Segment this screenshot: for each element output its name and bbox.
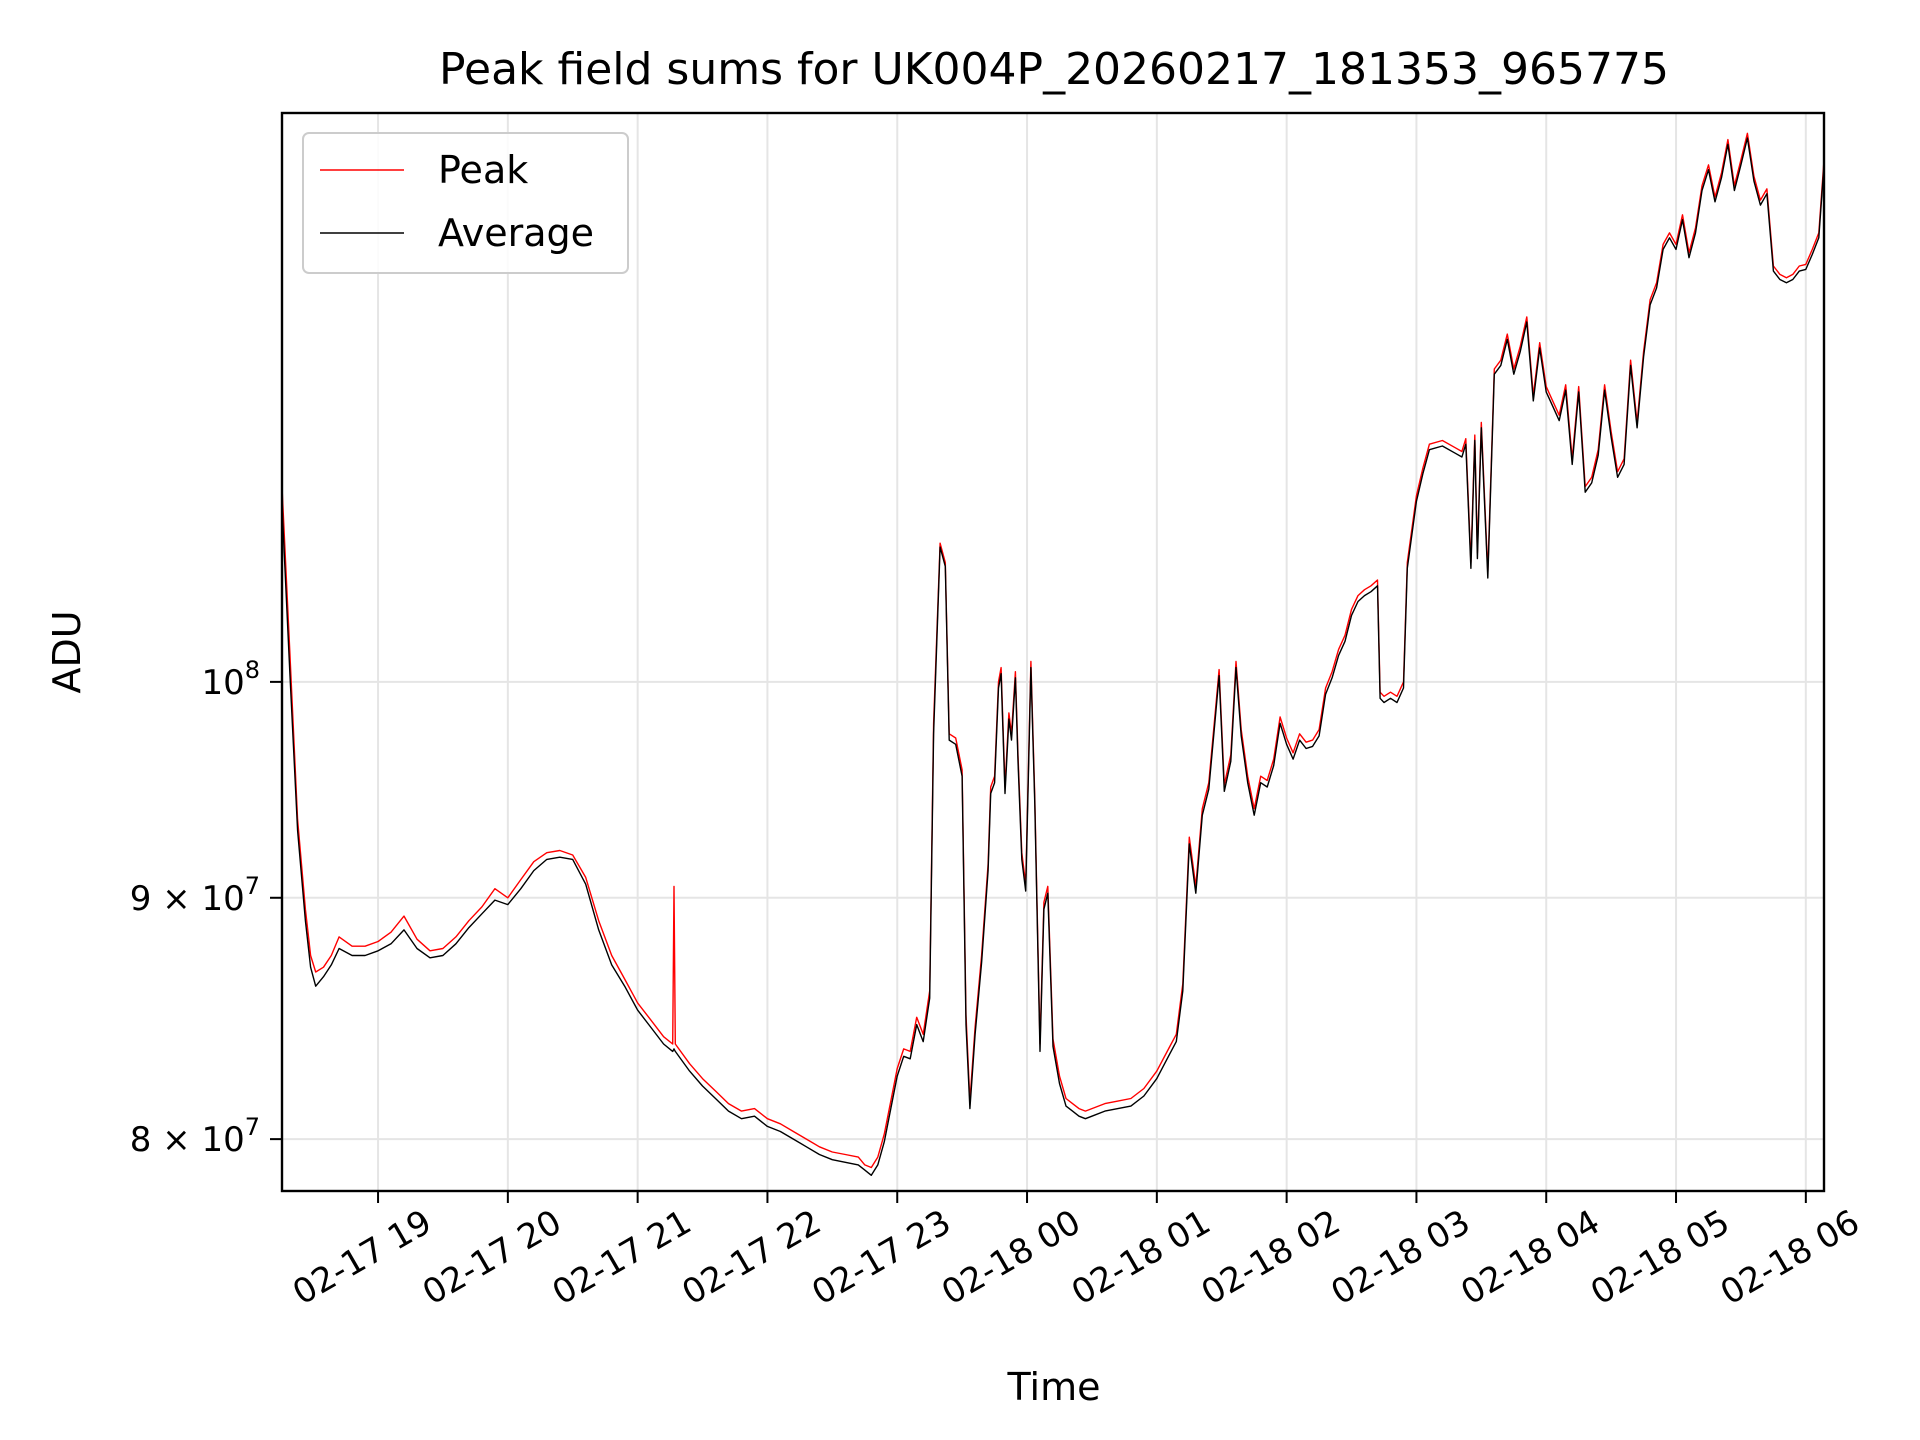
y-tick-exponent: 8 (245, 656, 260, 684)
series-group (281, 132, 1825, 1177)
y-tick-base: 10 (201, 663, 244, 703)
y-axis-label: ADU (45, 610, 89, 693)
x-axis-label: Time (1007, 1365, 1101, 1409)
legend-box (302, 132, 629, 274)
y-tick-label: 9 × 107 (130, 872, 260, 919)
legend-label-average: Average (438, 211, 594, 255)
series-line-peak (281, 132, 1825, 1169)
y-tick-exponent: 7 (245, 1113, 260, 1141)
y-tick-label: 8 × 107 (130, 1113, 260, 1160)
axes-frame (280, 111, 1826, 1193)
y-tick-label: 108 (201, 656, 260, 703)
series-line-average (281, 137, 1825, 1177)
legend-label-peak: Peak (438, 148, 528, 192)
y-tick-base: 8 × 10 (130, 1120, 245, 1160)
grid-lines (282, 113, 1824, 1191)
legend: Peak Average (302, 132, 629, 274)
y-tick-exponent: 7 (245, 872, 260, 900)
y-tick-base: 9 × 10 (130, 879, 245, 919)
chart-title: Peak field sums for UK004P_20260217_1813… (439, 44, 1669, 95)
